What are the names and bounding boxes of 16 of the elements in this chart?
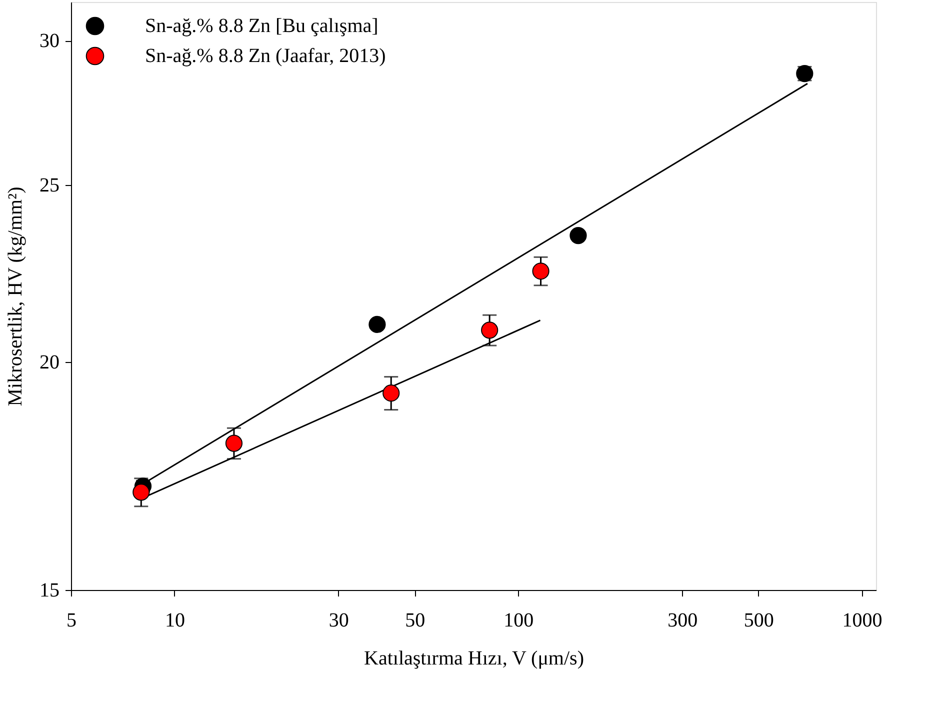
x-tick-label: 5 <box>66 610 76 632</box>
x-axis-title: Katılaştırma Hızı, V (μm/s) <box>364 648 584 670</box>
x-tick-label: 10 <box>164 610 185 632</box>
y-tick-label: 30 <box>40 30 60 52</box>
y-tick-label: 25 <box>40 174 60 197</box>
x-tick-label: 30 <box>328 610 349 632</box>
x-tick-label: 500 <box>744 610 774 632</box>
legend-label: Sn-ağ.% 8.8 Zn (Jaafar, 2013) <box>145 45 386 67</box>
x-tick-label: 1000 <box>842 610 882 632</box>
x-tick-label: 100 <box>504 610 534 632</box>
y-tick-label: 20 <box>40 352 60 374</box>
y-axis-title: Mikrosertlik, HV (kg/mm²) <box>4 186 26 406</box>
legend-label: Sn-ağ.% 8.8 Zn [Bu çalışma] <box>145 15 378 37</box>
x-tick-label: 300 <box>668 610 698 632</box>
y-tick-label: 15 <box>40 580 60 602</box>
x-tick-label: 50 <box>405 610 426 632</box>
